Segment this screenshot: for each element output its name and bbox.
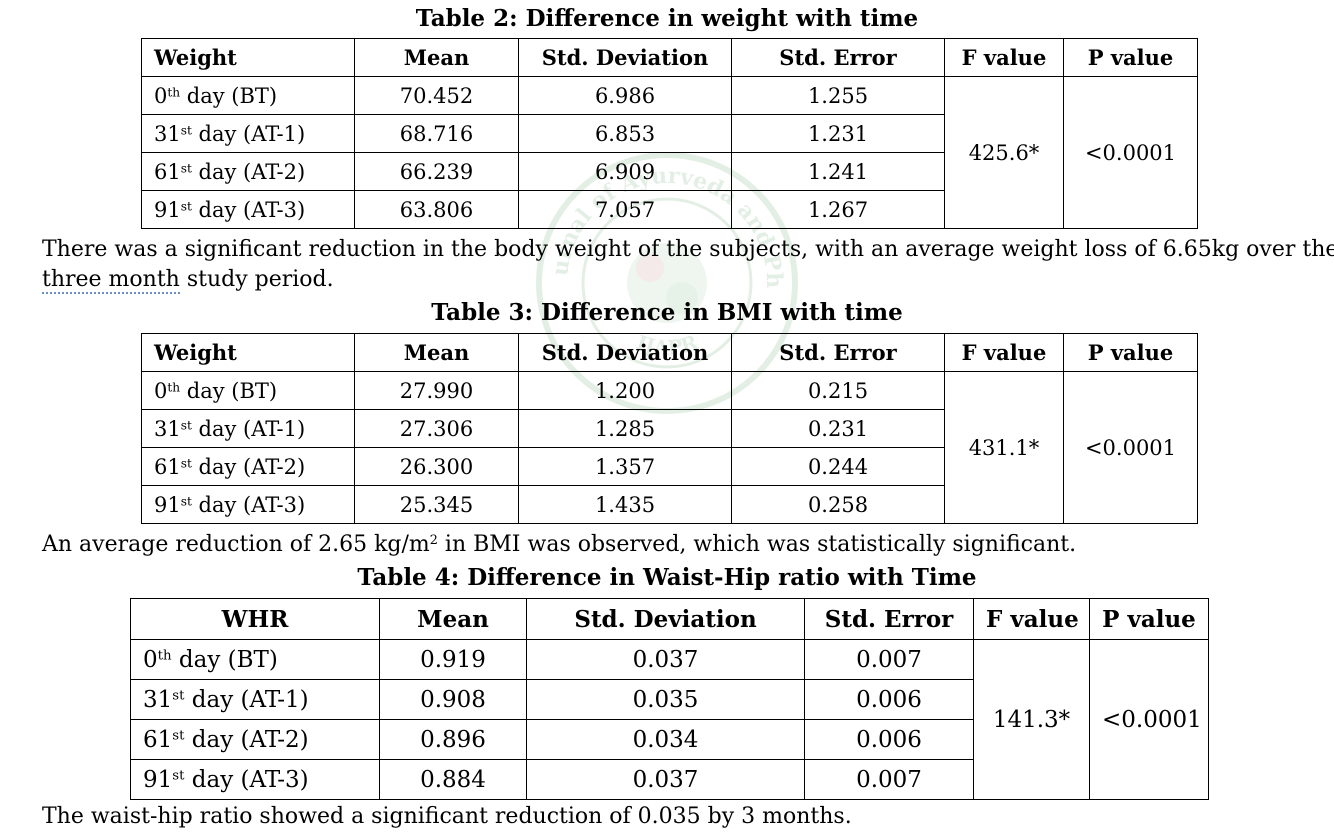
table4-caption: Table 4: Difference in Waist-Hip ratio w…	[357, 564, 977, 591]
se-cell: 0.007	[804, 639, 974, 680]
table-row: 0th day (BT) 0.919 0.037 0.007 141.3* <0…	[130, 639, 1209, 800]
paragraph-bmi: An average reduction of 2.65 kg/m2 in BM…	[42, 532, 1077, 557]
row-label: 31st day (AT-1)	[141, 409, 355, 448]
table-row: 91st day (AT-3) 25.345 1.435 0.258	[141, 485, 1198, 524]
row-label: 0th day (BT)	[141, 76, 355, 115]
col-header-p-value: P value	[1089, 598, 1209, 640]
se-cell: 1.241	[731, 152, 945, 191]
col-header-f-value: F value	[944, 38, 1064, 77]
sd-cell: 6.909	[518, 152, 732, 191]
col-header-std-error: Std. Error	[804, 598, 974, 640]
trailing-paragraph-cut-off: The waist-hip ratio showed a significant…	[42, 804, 852, 829]
mean-cell: 0.884	[379, 759, 527, 800]
se-cell: 1.267	[731, 190, 945, 229]
row-label: 61st day (AT-2)	[141, 447, 355, 486]
sd-cell: 1.285	[518, 409, 732, 448]
mean-cell: 68.716	[354, 114, 519, 153]
f-value-cell: 425.6*	[944, 76, 1064, 229]
row-label: 91st day (AT-3)	[141, 485, 355, 524]
table-row: 61st day (AT-2) 0.896 0.034 0.006	[130, 719, 1209, 760]
col-header-mean: Mean	[379, 598, 527, 640]
table-row: 31st day (AT-1) 0.908 0.035 0.006	[130, 679, 1209, 720]
table-row: 0th day (BT) 70.452 6.986 1.255 425.6* <…	[141, 76, 1198, 229]
col-header-mean: Mean	[354, 38, 519, 77]
row-label: 91st day (AT-3)	[130, 759, 380, 800]
col-header-f-value: F value	[944, 333, 1064, 372]
col-header-weight: Weight	[141, 333, 355, 372]
table3-caption: Table 3: Difference in BMI with time	[431, 299, 903, 326]
header-row: Weight Mean Std. Deviation Std. Error F …	[141, 333, 1198, 372]
sd-cell: 1.435	[518, 485, 732, 524]
col-header-std-deviation: Std. Deviation	[518, 333, 732, 372]
sd-cell: 0.037	[526, 639, 805, 680]
header-row: WHR Mean Std. Deviation Std. Error F val…	[130, 598, 1209, 640]
bmi-table: Weight Mean Std. Deviation Std. Error F …	[141, 333, 1198, 524]
table2-caption: Table 2: Difference in weight with time	[415, 5, 919, 32]
mean-cell: 66.239	[354, 152, 519, 191]
se-cell: 0.006	[804, 679, 974, 720]
sd-cell: 6.853	[518, 114, 732, 153]
col-header-f-value: F value	[973, 598, 1090, 640]
weight-table: Weight Mean Std. Deviation Std. Error F …	[141, 38, 1198, 229]
row-label: 0th day (BT)	[130, 639, 380, 680]
col-header-std-error: Std. Error	[731, 333, 945, 372]
se-cell: 1.255	[731, 76, 945, 115]
whr-table: WHR Mean Std. Deviation Std. Error F val…	[130, 598, 1209, 800]
sd-cell: 0.034	[526, 719, 805, 760]
se-cell: 0.244	[731, 447, 945, 486]
mean-cell: 26.300	[354, 447, 519, 486]
mean-cell: 0.908	[379, 679, 527, 720]
paragraph-weight-loss: There was a significant reduction in the…	[42, 235, 1334, 295]
p-value-cell: <0.0001	[1089, 639, 1209, 800]
mean-cell: 0.896	[379, 719, 527, 760]
mean-cell: 27.306	[354, 409, 519, 448]
mean-cell: 27.990	[354, 371, 519, 410]
table-row: 61st day (AT-2) 66.239 6.909 1.241	[141, 152, 1198, 191]
se-cell: 0.007	[804, 759, 974, 800]
mean-cell: 25.345	[354, 485, 519, 524]
p-value-cell: <0.0001	[1063, 76, 1198, 229]
table-row: 91st day (AT-3) 0.884 0.037 0.007	[130, 759, 1209, 800]
header-row: Weight Mean Std. Deviation Std. Error F …	[141, 38, 1198, 77]
row-label: 0th day (BT)	[141, 371, 355, 410]
p-value-cell: <0.0001	[1063, 371, 1198, 524]
col-header-whr: WHR	[130, 598, 380, 640]
mean-cell: 0.919	[379, 639, 527, 680]
f-value-cell: 431.1*	[944, 371, 1064, 524]
se-cell: 0.231	[731, 409, 945, 448]
row-label: 61st day (AT-2)	[141, 152, 355, 191]
col-header-p-value: P value	[1063, 38, 1198, 77]
se-cell: 0.006	[804, 719, 974, 760]
sd-cell: 1.357	[518, 447, 732, 486]
sd-cell: 1.200	[518, 371, 732, 410]
col-header-std-deviation: Std. Deviation	[518, 38, 732, 77]
row-label: 61st day (AT-2)	[130, 719, 380, 760]
mean-cell: 63.806	[354, 190, 519, 229]
se-cell: 0.215	[731, 371, 945, 410]
col-header-std-error: Std. Error	[731, 38, 945, 77]
paragraph-line: three month study period.	[42, 267, 334, 294]
se-cell: 1.231	[731, 114, 945, 153]
table-row: 91st day (AT-3) 63.806 7.057 1.267	[141, 190, 1198, 229]
table-row: 0th day (BT) 27.990 1.200 0.215 431.1* <…	[141, 371, 1198, 524]
sd-cell: 0.035	[526, 679, 805, 720]
sd-cell: 6.986	[518, 76, 732, 115]
col-header-p-value: P value	[1063, 333, 1198, 372]
row-label: 31st day (AT-1)	[141, 114, 355, 153]
paragraph-line: There was a significant reduction in the…	[42, 237, 1334, 262]
col-header-std-deviation: Std. Deviation	[526, 598, 805, 640]
table-row: 61st day (AT-2) 26.300 1.357 0.244	[141, 447, 1198, 486]
col-header-weight: Weight	[141, 38, 355, 77]
row-label: 91st day (AT-3)	[141, 190, 355, 229]
col-header-mean: Mean	[354, 333, 519, 372]
row-label: 31st day (AT-1)	[130, 679, 380, 720]
table-row: 31st day (AT-1) 68.716 6.853 1.231	[141, 114, 1198, 153]
sd-cell: 7.057	[518, 190, 732, 229]
f-value-cell: 141.3*	[973, 639, 1090, 800]
mean-cell: 70.452	[354, 76, 519, 115]
se-cell: 0.258	[731, 485, 945, 524]
spellcheck-underlined-text: three month	[42, 267, 180, 294]
sd-cell: 0.037	[526, 759, 805, 800]
